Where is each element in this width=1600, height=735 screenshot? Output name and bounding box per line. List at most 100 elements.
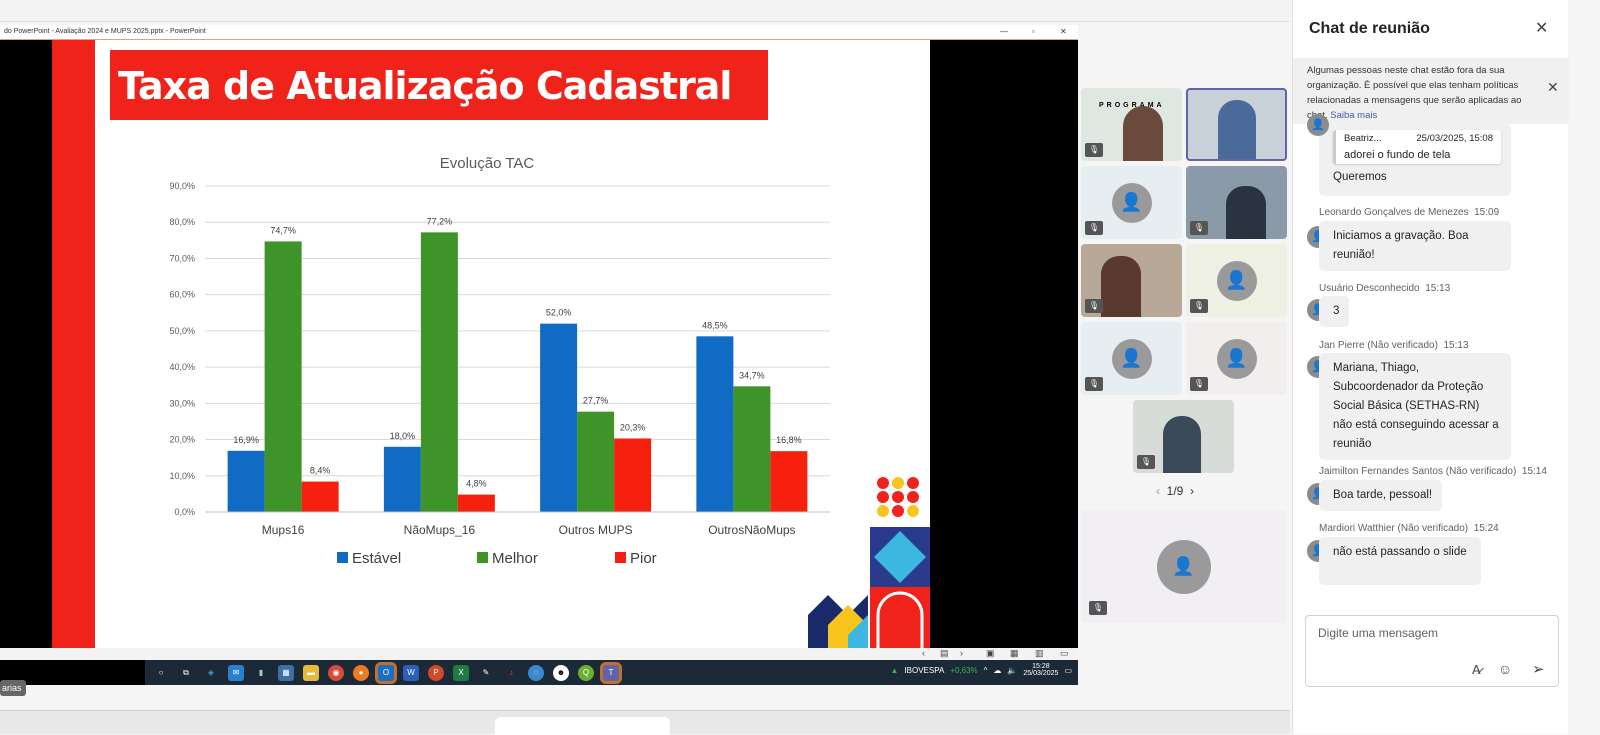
app-icon[interactable]: ✎ bbox=[482, 668, 490, 677]
data-label: 18,0% bbox=[390, 431, 416, 441]
network-icon[interactable]: ☁ bbox=[993, 665, 1002, 675]
app-icon[interactable]: ♪ bbox=[509, 668, 513, 677]
slide-icon[interactable]: ▤ bbox=[940, 648, 949, 658]
close-icon[interactable]: ✕ bbox=[1060, 27, 1067, 36]
y-tick-label: 30,0% bbox=[169, 398, 195, 408]
video-tile[interactable]: 👤 🎙 bbox=[1186, 322, 1287, 395]
x-tick-label: OutrosNãoMups bbox=[708, 523, 795, 537]
learn-more-link[interactable]: Saiba mais bbox=[1330, 110, 1378, 121]
powerpoint-icon[interactable]: P bbox=[428, 664, 444, 681]
chevron-up-icon[interactable]: ^ bbox=[983, 665, 988, 675]
chat-message[interactable]: 3 bbox=[1319, 296, 1350, 327]
outlook-icon[interactable]: O bbox=[375, 661, 397, 684]
next-slide-button[interactable]: › bbox=[960, 648, 963, 658]
video-tile[interactable]: 🎙 bbox=[1133, 400, 1234, 473]
word-icon[interactable]: W bbox=[403, 664, 419, 681]
bar-melhor bbox=[420, 232, 458, 512]
sorter-view-icon[interactable]: ▦ bbox=[1010, 648, 1019, 658]
excel-icon[interactable]: X bbox=[453, 664, 469, 681]
app-icon[interactable]: ☻ bbox=[553, 664, 569, 681]
input-placeholder: Digite uma mensagem bbox=[1318, 626, 1439, 640]
chat-message[interactable]: Iniciamos a gravação. Boa reunião! bbox=[1319, 221, 1511, 271]
app-icon[interactable]: ◌ bbox=[528, 664, 544, 681]
quoted-message: Beatriz... 25/03/2025, 15:08 adorei o fund… bbox=[1333, 130, 1501, 164]
firefox-icon[interactable]: ● bbox=[353, 664, 369, 681]
mic-off-icon: 🎙 bbox=[1085, 377, 1103, 391]
clock[interactable]: 15:28 25/03/2025 bbox=[1023, 663, 1058, 677]
page-indicator: 1/9 bbox=[1166, 484, 1184, 498]
calculator-icon[interactable]: ▦ bbox=[278, 664, 294, 681]
mic-off-icon: 🎙 bbox=[1085, 143, 1103, 157]
chrome-icon[interactable]: ◉ bbox=[328, 664, 344, 681]
search-icon[interactable]: ○ bbox=[158, 668, 164, 677]
reading-view-icon[interactable]: ▥ bbox=[1035, 648, 1044, 658]
chat-message[interactable]: Beatriz... 25/03/2025, 15:08 adorei o fund… bbox=[1319, 124, 1511, 196]
logo-text: PROGRAMA bbox=[1099, 102, 1165, 109]
maximize-icon[interactable]: ▫ bbox=[1032, 27, 1035, 36]
video-tile[interactable]: 👤 🎙 bbox=[1081, 166, 1182, 239]
dismiss-icon[interactable]: ✕ bbox=[1547, 79, 1559, 95]
data-label: 16,9% bbox=[233, 435, 259, 445]
chat-message[interactable]: Boa tarde, pessoal! bbox=[1319, 480, 1443, 511]
video-tile[interactable]: 🎙 bbox=[1186, 166, 1287, 239]
quote-author: Beatriz... bbox=[1344, 133, 1382, 144]
video-gallery: PROGRAMA 🎙 👤 🎙 🎙 🎙 👤 🎙 👤 🎙 👤 🎙 🎙 ‹ 1/9 › 👤 🎙 bbox=[1080, 0, 1290, 710]
mic-off-icon: 🎙 bbox=[1190, 221, 1208, 235]
windows-taskbar: ○ ⧉ ◈ ✉ ▮ ▦ ▬ ◉ ● O W P X ✎ ♪ ◌ ☻ Q T ▲ … bbox=[145, 660, 1078, 685]
chart-title: Evolução TAC bbox=[440, 155, 535, 172]
bar-melhor bbox=[733, 386, 771, 512]
date: 25/03/2025 bbox=[1023, 670, 1059, 677]
app-icon[interactable]: ◈ bbox=[207, 668, 215, 677]
format-icon[interactable]: A̷ bbox=[1472, 662, 1481, 677]
avatar-icon: 👤 bbox=[1216, 260, 1257, 301]
shared-screen: do PowerPoint - Avaliação 2024 e MUPS 20… bbox=[0, 25, 1078, 685]
quote-time: 25/03/2025, 15:08 bbox=[1416, 133, 1493, 144]
y-tick-label: 20,0% bbox=[169, 435, 195, 445]
app-icon[interactable]: Q bbox=[578, 664, 594, 681]
powerpoint-status-bar: ‹ ▤ › ▣ ▦ ▥ ▭ bbox=[0, 648, 1078, 660]
mail-icon[interactable]: ✉ bbox=[228, 664, 244, 681]
video-tile[interactable]: 👤 🎙 bbox=[1186, 244, 1287, 317]
file-explorer-icon[interactable]: ▬ bbox=[303, 664, 319, 681]
chat-message[interactable]: não está passando o slide bbox=[1319, 537, 1481, 585]
time: 15:28 bbox=[1032, 663, 1050, 670]
video-tile[interactable] bbox=[1186, 88, 1287, 161]
y-tick-label: 0,0% bbox=[174, 507, 195, 517]
ticker-change: +0,63% bbox=[950, 665, 978, 675]
notification-icon[interactable]: ▭ bbox=[1064, 665, 1072, 675]
slide-border bbox=[0, 40, 52, 648]
chat-title: Chat de reunião bbox=[1309, 20, 1430, 37]
message-meta: Jaimilton Fernandes Santos (Não verifica… bbox=[1319, 466, 1547, 477]
ticker-name[interactable]: IBOVESPA bbox=[904, 665, 945, 675]
video-tile-large[interactable]: 👤 🎙 bbox=[1081, 510, 1286, 623]
minimize-icon[interactable]: — bbox=[1000, 27, 1008, 36]
task-view-icon[interactable]: ⧉ bbox=[183, 667, 189, 677]
emoji-icon[interactable]: ☺ bbox=[1498, 661, 1513, 677]
send-icon[interactable]: ➢ bbox=[1532, 661, 1545, 678]
close-icon[interactable]: ✕ bbox=[1535, 20, 1549, 37]
message-input[interactable]: Digite uma mensagem A̷ ☺ ➢ bbox=[1305, 615, 1559, 687]
chevron-left-icon[interactable]: ‹ bbox=[1156, 484, 1160, 498]
normal-view-icon[interactable]: ▣ bbox=[986, 648, 995, 658]
slide-border-right bbox=[930, 40, 1078, 648]
bottom-bar bbox=[0, 710, 1290, 735]
video-tile[interactable]: PROGRAMA 🎙 bbox=[1081, 88, 1182, 161]
x-tick-label: Mups16 bbox=[262, 523, 305, 537]
prev-slide-button[interactable]: ‹ bbox=[922, 648, 925, 658]
volume-icon[interactable]: 🔈 bbox=[1007, 665, 1018, 675]
teams-icon[interactable]: T bbox=[600, 661, 622, 684]
chevron-right-icon[interactable]: › bbox=[1190, 484, 1195, 498]
video-tile[interactable]: 👤 🎙 bbox=[1081, 322, 1182, 395]
slideshow-icon[interactable]: ▭ bbox=[1060, 648, 1069, 658]
control-tab[interactable] bbox=[495, 717, 670, 735]
data-label: 8,4% bbox=[310, 466, 331, 476]
video-tile[interactable]: 🎙 bbox=[1081, 244, 1182, 317]
data-label: 4,8% bbox=[466, 479, 487, 489]
bar-pior bbox=[770, 451, 808, 512]
chat-message[interactable]: Mariana, Thiago, Subcoordenador da Prote… bbox=[1319, 353, 1511, 460]
app-icon[interactable]: ▮ bbox=[258, 668, 264, 677]
slide: Taxa de Atualização Cadastral Evolução T… bbox=[0, 40, 930, 648]
avatar-icon: 👤 bbox=[1216, 338, 1257, 379]
legend-swatch bbox=[477, 552, 488, 563]
bar-melhor bbox=[577, 411, 615, 512]
